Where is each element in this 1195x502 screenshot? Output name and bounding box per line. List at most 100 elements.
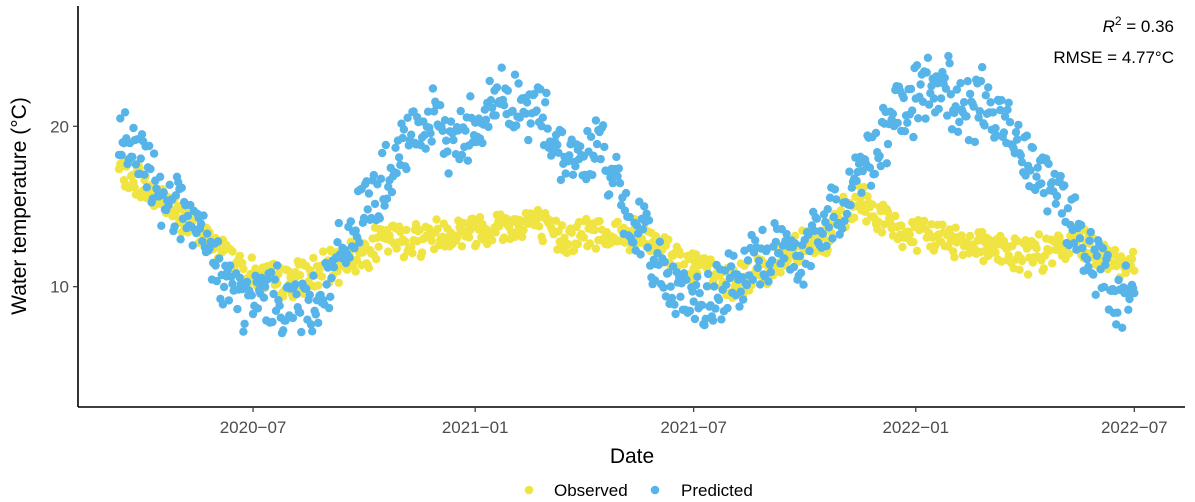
predicted-point [789,262,799,272]
predicted-point [934,104,943,114]
predicted-point [322,280,331,289]
predicted-point [288,313,298,323]
observed-point [452,233,462,243]
x-axis-title: Date [610,445,654,468]
predicted-point [269,289,278,299]
predicted-point [688,287,697,296]
predicted-point [542,88,551,98]
x-tick-label: 2021−01 [442,418,509,437]
observed-point [920,216,929,226]
predicted-point [755,280,765,289]
predicted-point [380,201,389,210]
predicted-point [188,241,197,250]
predicted-point [267,268,276,277]
predicted-point [398,133,407,143]
predicted-point [1005,118,1015,127]
predicted-point [571,162,580,171]
predicted-point [302,284,311,293]
observed-point [1032,244,1041,253]
predicted-point [963,77,972,86]
predicted-point [676,292,685,301]
predicted-point [988,108,998,117]
predicted-point [171,191,180,200]
predicted-point [402,164,411,174]
observed-point [1015,265,1024,274]
predicted-point [883,139,893,149]
predicted-point [219,282,229,292]
predicted-point [671,309,680,319]
y-axis-ticks: 10 20 [50,117,78,297]
predicted-point [1075,234,1085,243]
predicted-point [970,137,980,147]
predicted-point [438,126,447,135]
predicted-point [735,302,744,311]
predicted-point [213,237,223,246]
predicted-point [576,142,585,151]
predicted-point [512,121,521,130]
predicted-point [640,202,649,211]
observed-point [991,248,1000,257]
x-axis-ticks: 2020−07 2021−01 2021−07 2022−01 2022−07 [220,407,1168,437]
legend-observed-swatch [524,485,534,495]
predicted-point [1085,236,1094,245]
observed-point [295,271,305,280]
predicted-point [974,113,983,122]
predicted-point [991,124,1000,133]
predicted-point [936,94,946,103]
predicted-point [615,179,625,188]
predicted-point [212,276,221,286]
predicted-point [159,188,168,197]
predicted-point [795,251,805,261]
predicted-point [1013,135,1022,144]
predicted-point [664,268,673,277]
predicted-point [592,139,602,149]
predicted-point [157,221,166,230]
observed-point [897,221,906,230]
predicted-point [608,178,617,188]
predicted-point [758,225,767,235]
observed-point [585,239,595,248]
observed-point [676,250,685,259]
predicted-point [363,205,372,214]
predicted-point [999,128,1009,137]
predicted-point [711,304,720,313]
predicted-point [598,121,608,130]
predicted-point [831,195,841,204]
predicted-point [605,190,614,199]
observed-point [891,211,900,221]
predicted-point [1014,120,1023,130]
predicted-point [830,185,840,194]
predicted-point [751,236,760,245]
predicted-point [845,167,854,176]
predicted-point [444,169,453,178]
predicted-point [1077,220,1086,230]
predicted-point [1083,255,1092,264]
y-axis-title: Water temperature (°C) [8,97,31,315]
predicted-point [446,117,456,126]
predicted-point [1070,193,1080,202]
predicted-point [295,308,305,317]
predicted-point [199,211,208,220]
predicted-point [941,84,951,93]
predicted-point [557,127,567,137]
predicted-point [253,304,263,313]
observed-point [1128,247,1138,257]
predicted-point [644,216,654,225]
predicted-point [1089,270,1098,279]
predicted-point [391,143,400,152]
observed-point [472,239,481,249]
predicted-point [429,107,439,116]
predicted-point [720,266,730,275]
predicted-point [421,144,430,153]
predicted-point [667,293,677,303]
observed-point [567,228,576,237]
observed-point [415,226,424,235]
predicted-point [685,306,695,316]
observed-point [364,263,374,273]
predicted-point [596,154,605,164]
predicted-point [695,289,704,298]
observed-point [464,233,474,242]
predicted-point [142,183,151,192]
stats-annotation: R2 = 0.36 RMSE = 4.77°C [1053,14,1174,67]
predicted-point [805,246,814,256]
